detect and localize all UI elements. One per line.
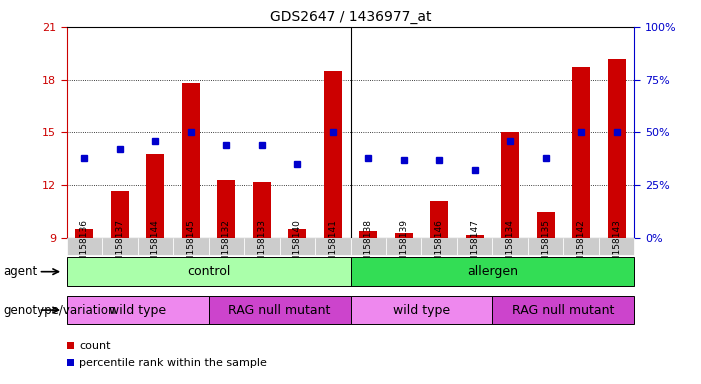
- Text: GSM158135: GSM158135: [541, 219, 550, 274]
- Text: GSM158143: GSM158143: [612, 219, 621, 274]
- Bar: [430, 201, 448, 238]
- Text: GSM158138: GSM158138: [364, 219, 373, 274]
- FancyBboxPatch shape: [67, 296, 209, 324]
- FancyBboxPatch shape: [280, 238, 315, 255]
- Text: GSM158141: GSM158141: [328, 219, 337, 274]
- FancyBboxPatch shape: [350, 296, 492, 324]
- Text: agent: agent: [4, 265, 38, 278]
- FancyBboxPatch shape: [209, 296, 350, 324]
- Text: allergen: allergen: [467, 265, 518, 278]
- Text: control: control: [187, 265, 230, 278]
- FancyBboxPatch shape: [315, 238, 350, 255]
- Text: genotype/variation: genotype/variation: [4, 304, 116, 316]
- Bar: [360, 231, 377, 238]
- FancyBboxPatch shape: [421, 238, 457, 255]
- Bar: [572, 67, 590, 238]
- Bar: [147, 154, 164, 238]
- Text: RAG null mutant: RAG null mutant: [512, 304, 615, 316]
- Bar: [501, 132, 519, 238]
- Text: GSM158139: GSM158139: [400, 219, 408, 274]
- Text: GSM158144: GSM158144: [151, 219, 160, 274]
- Text: GSM158136: GSM158136: [80, 219, 89, 274]
- Text: GSM158134: GSM158134: [505, 219, 515, 274]
- Text: GSM158132: GSM158132: [222, 219, 231, 274]
- FancyBboxPatch shape: [67, 238, 102, 255]
- Text: GSM158146: GSM158146: [435, 219, 444, 274]
- Text: GSM158133: GSM158133: [257, 219, 266, 274]
- Text: GSM158147: GSM158147: [470, 219, 479, 274]
- Text: GSM158145: GSM158145: [186, 219, 196, 274]
- Bar: [608, 59, 625, 238]
- FancyBboxPatch shape: [492, 238, 528, 255]
- Bar: [182, 83, 200, 238]
- Bar: [288, 229, 306, 238]
- Text: percentile rank within the sample: percentile rank within the sample: [79, 358, 267, 368]
- Bar: [76, 229, 93, 238]
- FancyBboxPatch shape: [386, 238, 421, 255]
- Bar: [253, 182, 271, 238]
- FancyBboxPatch shape: [457, 238, 492, 255]
- FancyBboxPatch shape: [350, 257, 634, 286]
- Text: GSM158140: GSM158140: [293, 219, 301, 274]
- FancyBboxPatch shape: [492, 296, 634, 324]
- Bar: [395, 233, 413, 238]
- Title: GDS2647 / 1436977_at: GDS2647 / 1436977_at: [270, 10, 431, 25]
- FancyBboxPatch shape: [173, 238, 209, 255]
- Text: wild type: wild type: [393, 304, 450, 316]
- Text: wild type: wild type: [109, 304, 166, 316]
- Bar: [111, 190, 129, 238]
- Text: RAG null mutant: RAG null mutant: [229, 304, 331, 316]
- FancyBboxPatch shape: [67, 257, 350, 286]
- FancyBboxPatch shape: [528, 238, 564, 255]
- Bar: [466, 235, 484, 238]
- FancyBboxPatch shape: [102, 238, 137, 255]
- FancyBboxPatch shape: [209, 238, 244, 255]
- FancyBboxPatch shape: [599, 238, 634, 255]
- Text: GSM158142: GSM158142: [577, 219, 585, 274]
- Bar: [324, 71, 341, 238]
- Bar: [537, 212, 554, 238]
- FancyBboxPatch shape: [350, 238, 386, 255]
- Bar: [217, 180, 235, 238]
- Text: GSM158137: GSM158137: [116, 219, 124, 274]
- Text: count: count: [79, 341, 111, 351]
- FancyBboxPatch shape: [137, 238, 173, 255]
- FancyBboxPatch shape: [244, 238, 280, 255]
- FancyBboxPatch shape: [564, 238, 599, 255]
